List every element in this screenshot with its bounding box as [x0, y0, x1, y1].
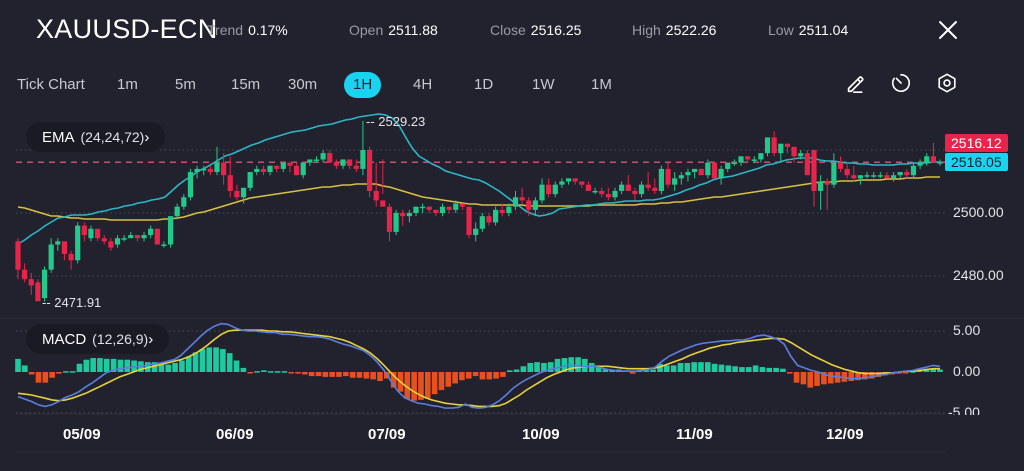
timeframe-tick-chart[interactable]: Tick Chart — [17, 76, 85, 93]
timeframe-1m[interactable]: 1M — [591, 76, 612, 93]
high-marker: -- 2529.23 — [366, 114, 426, 129]
ema-label: EMA — [42, 129, 75, 146]
timer-icon[interactable] — [890, 72, 912, 94]
stat-close: Close 2516.25 — [490, 22, 581, 38]
macd-params: (12,26,9) — [92, 331, 149, 347]
timeframe-1w[interactable]: 1W — [532, 76, 555, 93]
timeframe-4h[interactable]: 4H — [413, 76, 433, 93]
pencil-icon[interactable] — [844, 72, 866, 94]
timeframe-30m[interactable]: 30m — [288, 76, 318, 93]
stat-value: 2511.04 — [798, 22, 849, 38]
price-chart-canvas[interactable] — [0, 110, 1024, 471]
ema-indicator-pill[interactable]: EMA (24,24,72)› — [26, 122, 166, 152]
x-label: 06/09 — [216, 426, 254, 443]
macd-label-5: 5.00 — [953, 322, 981, 338]
stat-label: Close — [490, 22, 526, 38]
timeframe-1d[interactable]: 1D — [474, 76, 494, 93]
timeframe-15m[interactable]: 15m — [231, 76, 261, 93]
stat-value: 0.17% — [248, 22, 288, 38]
chevron-right-icon: › — [144, 129, 150, 146]
x-label: 05/09 — [63, 426, 101, 443]
stat-label: High — [632, 22, 661, 38]
ema-params: (24,24,72) — [80, 129, 145, 145]
stat-label: Open — [349, 22, 384, 38]
stat-value: 2516.25 — [530, 22, 582, 38]
stat-open: Open 2511.88 — [349, 22, 438, 38]
x-label: 07/09 — [368, 426, 406, 443]
hexagon-settings-icon[interactable] — [936, 72, 958, 94]
symbol-title: XAUUSD-ECN — [36, 14, 218, 44]
stat-value: 2511.88 — [388, 22, 438, 38]
bid-price-tag: 2516.05 — [945, 153, 1008, 171]
timeframe-5m[interactable]: 5m — [175, 76, 196, 93]
y-label-2500: 2500.00 — [953, 204, 1004, 220]
timeframe-1h[interactable]: 1H — [344, 72, 382, 98]
macd-label-0: 0.00 — [953, 363, 981, 379]
macd-label-neg5: -5.00 — [948, 404, 980, 415]
timeframe-1m[interactable]: 1m — [117, 76, 138, 93]
x-label: 11/09 — [676, 426, 713, 443]
chevron-right-icon: › — [148, 331, 154, 348]
x-label: 12/09 — [826, 426, 864, 443]
chart-header: XAUUSD-ECN Trend 0.17% Open 2511.88 Close 251… — [0, 0, 1024, 60]
last-price-tag: 2516.12 — [945, 134, 1008, 152]
macd-indicator-pill[interactable]: MACD (12,26,9)› — [26, 324, 170, 354]
chart-area[interactable]: EMA (24,24,72)› MACD (12,26,9)› -- 2529.23… — [0, 110, 1024, 471]
stat-value: 2522.26 — [665, 22, 717, 38]
stat-label: Trend — [207, 22, 244, 38]
stat-high: High 2522.26 — [632, 22, 716, 38]
timeframe-bar: Tick Chart 1m 5m 15m 30m 1H 4H 1D 1W 1M — [0, 68, 1024, 100]
stat-low: Low 2511.04 — [768, 22, 848, 38]
close-icon[interactable] — [936, 18, 960, 42]
stat-trend: Trend 0.17% — [207, 22, 288, 38]
low-marker: -- 2471.91 — [42, 295, 102, 310]
y-label-2480: 2480.00 — [953, 267, 1004, 283]
stat-label: Low — [768, 22, 794, 38]
x-label: 10/09 — [522, 426, 560, 443]
macd-label: MACD — [42, 331, 87, 348]
